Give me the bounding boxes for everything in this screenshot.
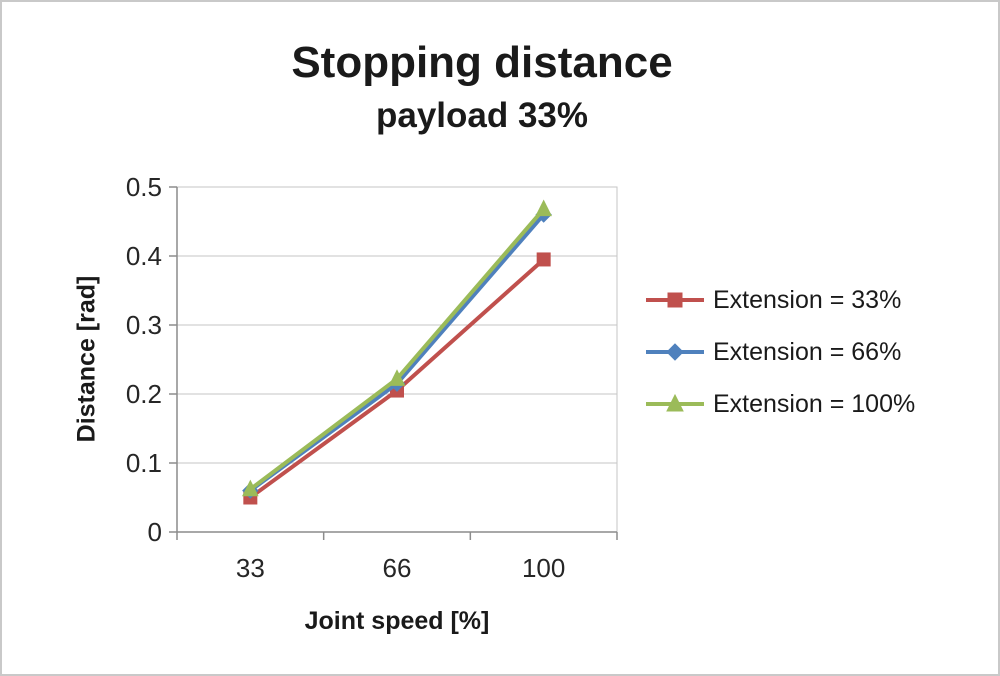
legend: Extension = 33% Extension = 66% Extension …	[644, 285, 915, 419]
x-tick-label: 33	[236, 553, 265, 583]
legend-item: Extension = 33%	[644, 285, 915, 315]
diamond-marker	[666, 343, 684, 361]
y-tick-label: 0.1	[126, 448, 162, 478]
legend-key	[646, 343, 704, 361]
y-tick-label: 0	[148, 517, 162, 547]
triangle-marker	[666, 393, 684, 412]
y-axis-title: Distance [rad]	[72, 275, 101, 443]
x-axis-title: Joint speed [%]	[304, 607, 490, 635]
x-tick-label: 100	[522, 553, 565, 583]
y-tick-label: 0.2	[126, 379, 162, 409]
series-line	[248, 207, 546, 492]
chart-title: Stopping distance	[291, 38, 673, 87]
square-marker	[667, 292, 683, 308]
y-tick-label: 0.3	[126, 310, 162, 340]
legend-key	[646, 393, 704, 412]
chart-subtitle: payload 33%	[375, 96, 589, 135]
legend-label: Extension = 100%	[713, 389, 916, 418]
legend-item: Extension = 100%	[644, 389, 915, 419]
legend-key	[646, 292, 704, 308]
plot-border	[176, 186, 618, 533]
square-marker	[536, 252, 551, 267]
y-tick-label: 0.4	[126, 241, 162, 271]
triangle-marker	[242, 479, 259, 497]
triangle-marker	[535, 199, 552, 217]
legend-label: Extension = 33%	[713, 285, 902, 314]
x-tick-label: 66	[383, 553, 412, 583]
triangle-marker	[388, 369, 406, 386]
legend-label: Extension = 66%	[713, 337, 902, 366]
legend-item: Extension = 66%	[644, 337, 915, 367]
y-tick-label: 0.5	[126, 172, 162, 202]
